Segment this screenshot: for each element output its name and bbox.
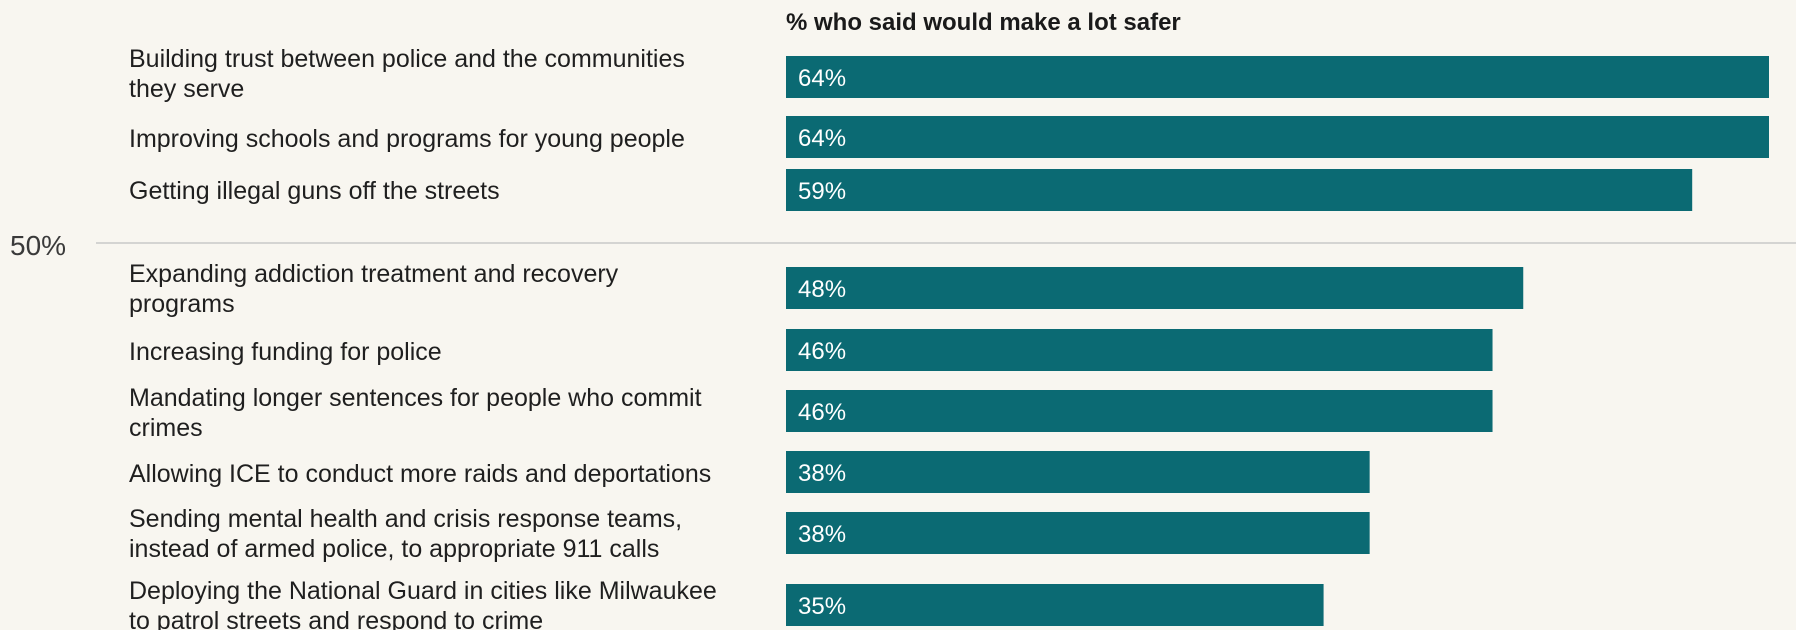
bar-value-label: 46% xyxy=(798,399,846,426)
bar xyxy=(786,169,1693,211)
bar-value-label: 48% xyxy=(798,276,846,303)
chart-header: % who said would make a lot safer xyxy=(786,9,1181,36)
category-label-line: Getting illegal guns off the streets xyxy=(129,177,500,205)
reference-line-label: 50% xyxy=(10,230,66,261)
category-label-line: Building trust between police and the co… xyxy=(129,45,685,73)
category-label-line: programs xyxy=(129,290,235,318)
bar-value-label: 38% xyxy=(798,521,846,548)
bar-value-label: 38% xyxy=(798,460,846,487)
category-label: Sending mental health and crisis respons… xyxy=(129,505,682,563)
category-label: Improving schools and programs for young… xyxy=(129,125,685,153)
bar-value-label: 64% xyxy=(798,65,846,92)
category-label: Increasing funding for police xyxy=(129,338,442,366)
bar xyxy=(786,267,1524,309)
category-label-line: instead of armed police, to appropriate … xyxy=(129,535,659,563)
category-label-line: crimes xyxy=(129,414,203,442)
category-label-line: Improving schools and programs for young… xyxy=(129,125,685,153)
category-label: Getting illegal guns off the streets xyxy=(129,177,500,205)
bar-value-label: 64% xyxy=(798,125,846,152)
category-label-line: Mandating longer sentences for people wh… xyxy=(129,384,702,412)
bar xyxy=(786,56,1769,98)
bars-group: 64% Building trust between police and the… xyxy=(129,45,1769,630)
category-label: Mandating longer sentences for people wh… xyxy=(129,384,702,442)
bar-value-label: 35% xyxy=(798,593,846,620)
bar xyxy=(786,329,1493,371)
category-label: Expanding addiction treatment and recove… xyxy=(129,260,619,318)
category-label-line: they serve xyxy=(129,75,244,103)
bar xyxy=(786,512,1370,554)
category-label-line: Deploying the National Guard in cities l… xyxy=(129,577,717,605)
bar xyxy=(786,584,1324,626)
category-label-line: to patrol streets and respond to crime xyxy=(129,607,543,630)
category-label-line: Increasing funding for police xyxy=(129,338,442,366)
bar xyxy=(786,116,1769,158)
bar-value-label: 46% xyxy=(798,338,846,365)
bar xyxy=(786,390,1493,432)
category-label-line: Expanding addiction treatment and recove… xyxy=(129,260,619,288)
reference-line-group: 50% xyxy=(10,230,1796,261)
category-label: Deploying the National Guard in cities l… xyxy=(129,577,717,630)
category-label: Building trust between police and the co… xyxy=(129,45,685,103)
category-label-line: Sending mental health and crisis respons… xyxy=(129,505,682,533)
bar xyxy=(786,451,1370,493)
bar-value-label: 59% xyxy=(798,178,846,205)
category-label: Allowing ICE to conduct more raids and d… xyxy=(129,460,711,488)
category-label-line: Allowing ICE to conduct more raids and d… xyxy=(129,460,711,488)
